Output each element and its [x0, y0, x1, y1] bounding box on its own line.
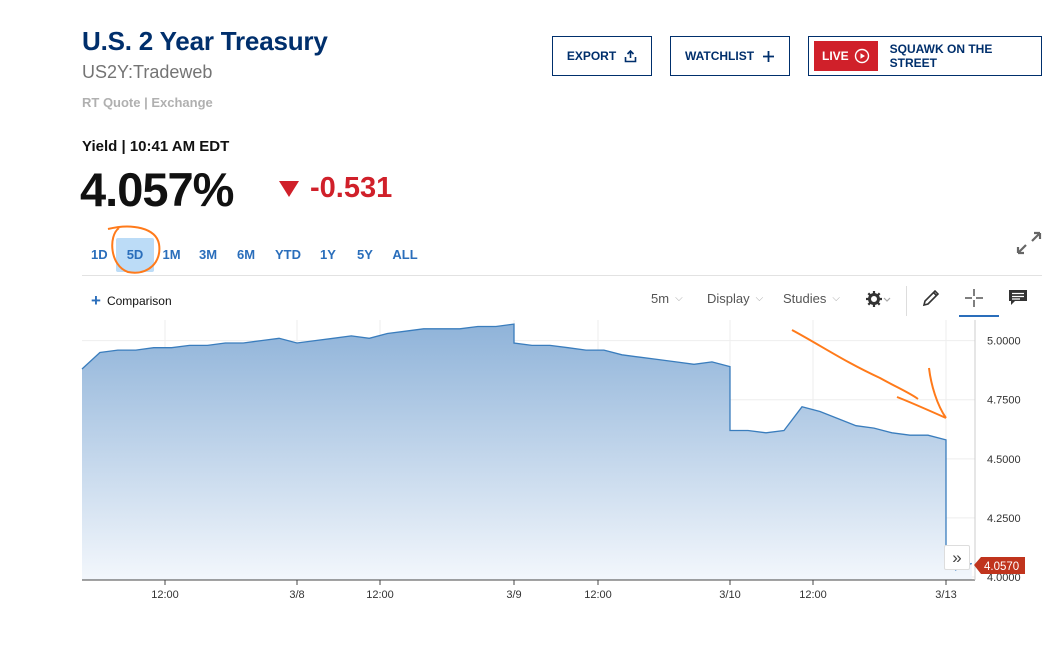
- price-value: 4.057%: [80, 163, 234, 216]
- y-tick-label: 5.0000: [987, 336, 1021, 348]
- comment-icon[interactable]: [1008, 289, 1028, 312]
- x-tick-label: 3/9: [506, 589, 521, 601]
- export-label: EXPORT: [566, 49, 617, 63]
- x-tick-label: 12:00: [584, 589, 612, 601]
- plus-icon: [762, 50, 775, 63]
- chevron-down-icon: ⌵: [755, 293, 764, 304]
- share-icon: [624, 49, 637, 63]
- scroll-right-button[interactable]: »: [944, 545, 970, 570]
- play-icon: [854, 48, 870, 64]
- price-change: -0.531: [310, 172, 393, 204]
- plus-icon: +: [91, 291, 101, 310]
- quote-source: RT Quote | Exchange: [82, 95, 213, 110]
- active-tool-indicator: [959, 315, 999, 317]
- y-tick-label: 4.0000: [987, 572, 1021, 584]
- gear-icon[interactable]: [866, 290, 892, 313]
- comparison-label: Comparison: [106, 294, 172, 308]
- range-tab-3m[interactable]: 3M: [198, 247, 218, 262]
- pencil-icon[interactable]: [921, 288, 941, 313]
- chevron-down-icon: ⌵: [832, 293, 840, 304]
- expand-icon[interactable]: [1015, 230, 1043, 261]
- x-tick-label: 12:00: [799, 589, 827, 601]
- x-tick-label: 3/13: [935, 589, 956, 601]
- range-tab-5d[interactable]: 5D: [116, 238, 154, 272]
- watchlist-button[interactable]: WATCHLIST: [670, 36, 790, 76]
- range-tab-ytd[interactable]: YTD: [275, 247, 301, 262]
- series-line: [81, 323, 972, 571]
- display-dropdown[interactable]: Display ⌵: [707, 291, 763, 306]
- range-tab-1m[interactable]: 1M: [162, 247, 181, 262]
- x-tick-label: 12:00: [151, 589, 179, 601]
- triangle-down-icon: [279, 181, 299, 202]
- double-chevron-right-icon: »: [952, 547, 962, 567]
- y-tick-label: 4.5000: [987, 454, 1021, 466]
- x-tick-label: 3/10: [719, 589, 740, 601]
- studies-label: Studies: [783, 291, 827, 306]
- range-tab-all[interactable]: ALL: [392, 247, 418, 262]
- toolbar-separator: [906, 286, 907, 316]
- interval-dropdown[interactable]: 5m ⌵: [651, 291, 683, 306]
- y-tick-label: 4.2500: [987, 513, 1021, 525]
- studies-dropdown[interactable]: Studies ⌵: [783, 291, 840, 306]
- comparison-button[interactable]: + Comparison: [91, 291, 172, 310]
- range-tab-1y[interactable]: 1Y: [320, 247, 336, 262]
- live-badge: LIVE: [814, 41, 878, 71]
- last-value-label: 4.0570: [984, 561, 1019, 573]
- range-tab-6m[interactable]: 6M: [236, 247, 256, 262]
- x-tick-label: 12:00: [366, 589, 394, 601]
- range-tab-1d[interactable]: 1D: [91, 247, 108, 262]
- page-title: U.S. 2 Year Treasury: [82, 26, 328, 56]
- range-tab-5y[interactable]: 5Y: [357, 247, 373, 262]
- yield-timestamp: Yield | 10:41 AM EDT: [82, 138, 230, 155]
- interval-label: 5m: [651, 291, 670, 306]
- squawk-label: SQUAWK ON THE STREET: [889, 42, 993, 70]
- circle-annotation: [107, 225, 161, 274]
- squawk-live-button[interactable]: LIVE SQUAWK ON THE STREET: [808, 36, 1042, 76]
- live-label: LIVE: [822, 49, 849, 63]
- x-tick-label: 3/8: [289, 589, 304, 601]
- arrow-annotation: [791, 329, 947, 419]
- last-value-tag: 4.0570: [974, 557, 1025, 574]
- export-button[interactable]: EXPORT: [552, 36, 652, 76]
- y-tick-label: 4.7500: [987, 395, 1021, 407]
- watchlist-label: WATCHLIST: [684, 49, 755, 63]
- range-selector: 1D 5D 1M 3M 6M YTD 1Y 5Y ALL: [82, 238, 425, 272]
- chevron-down-icon: ⌵: [675, 293, 683, 304]
- toolbar-divider: [82, 275, 1042, 276]
- series-area: [82, 324, 972, 580]
- crosshair-icon[interactable]: [964, 288, 984, 313]
- display-label: Display: [707, 291, 750, 306]
- symbol-label: US2Y:Tradeweb: [82, 62, 213, 82]
